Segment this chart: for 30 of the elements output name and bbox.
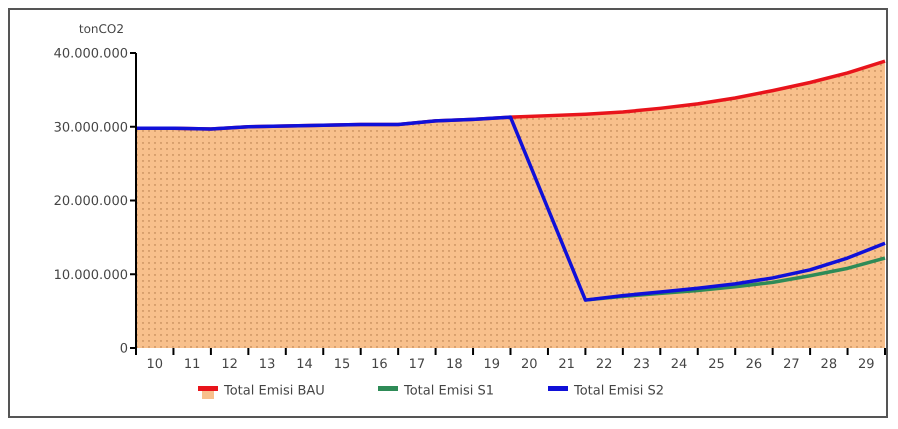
x-tick-label: 26 [746, 357, 762, 372]
x-tick-label: 15 [334, 357, 350, 372]
y-tick-label: 30.000.000 [54, 120, 128, 136]
x-tick-label: 23 [633, 357, 650, 372]
line-series [134, 115, 887, 302]
x-tick-label: 10 [146, 357, 163, 372]
x-tick-label: 20 [520, 357, 538, 372]
y-tick-label: 20.000.000 [54, 194, 128, 210]
x-tick-label: 28 [820, 357, 838, 372]
legend-label: Total Emisi BAU [223, 384, 325, 399]
x-tick-label: 29 [858, 357, 875, 372]
legend-label: Total Emisi S2 [573, 384, 664, 399]
x-tick-label: 18 [446, 357, 463, 372]
x-tick-label: 19 [484, 357, 500, 372]
x-tick-label: 17 [408, 357, 426, 372]
x-tick-label: 25 [708, 357, 725, 372]
x-tick-label: 16 [371, 357, 388, 372]
x-tick-label: 14 [296, 357, 313, 372]
y-tick-label: 10.000.000 [54, 268, 128, 283]
x-tick-label: 22 [596, 357, 612, 372]
y-tick-label: 40.000.000 [54, 46, 128, 62]
y-axis-title: tonCO2 [78, 22, 124, 36]
y-tick-label: 0 [120, 342, 128, 357]
legend-label: Total Emisi S1 [403, 384, 494, 399]
x-tick-label: 12 [221, 357, 238, 372]
x-tick-label: 21 [558, 357, 575, 372]
x-tick-label: 24 [670, 357, 688, 372]
x-tick-label: 27 [783, 357, 800, 372]
x-tick-label: 11 [184, 357, 200, 372]
x-tick-label: 13 [258, 357, 276, 372]
